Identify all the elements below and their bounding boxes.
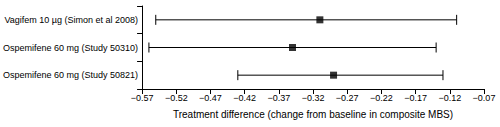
svg-text:−0.12: −0.12 bbox=[438, 93, 461, 103]
svg-text:−0.42: −0.42 bbox=[233, 93, 256, 103]
svg-text:Treatment difference (change f: Treatment difference (change from baseli… bbox=[173, 109, 453, 120]
svg-text:−0.17: −0.17 bbox=[404, 93, 427, 103]
svg-text:−0.22: −0.22 bbox=[370, 93, 393, 103]
svg-text:−0.57: −0.57 bbox=[131, 93, 154, 103]
svg-text:−0.07: −0.07 bbox=[473, 93, 496, 103]
svg-text:−0.37: −0.37 bbox=[267, 93, 290, 103]
svg-text:Vagifem 10 µg (Simon et al 200: Vagifem 10 µg (Simon et al 2008) bbox=[4, 15, 138, 25]
svg-text:−0.52: −0.52 bbox=[165, 93, 188, 103]
svg-text:Ospemifene 60 mg (Study 50821): Ospemifene 60 mg (Study 50821) bbox=[3, 70, 138, 80]
svg-text:−0.27: −0.27 bbox=[336, 93, 359, 103]
svg-text:−0.32: −0.32 bbox=[302, 93, 325, 103]
svg-text:−0.47: −0.47 bbox=[199, 93, 222, 103]
svg-text:Ospemifene 60 mg (Study 50310): Ospemifene 60 mg (Study 50310) bbox=[3, 43, 138, 53]
